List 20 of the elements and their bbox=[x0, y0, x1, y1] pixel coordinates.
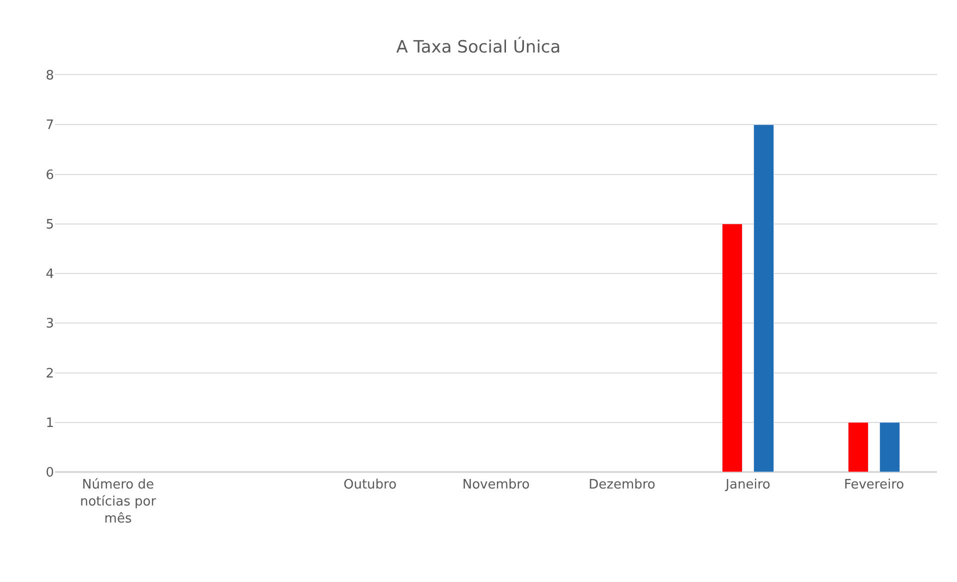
y-tick-label: 8 bbox=[46, 68, 54, 84]
y-tick-label: 0 bbox=[46, 466, 54, 481]
x-tick-label: Número de notícias por mês bbox=[80, 478, 157, 526]
y-tick-label: 3 bbox=[46, 316, 54, 332]
x-tick-label: Dezembro bbox=[588, 478, 656, 493]
x-tick-label: Janeiro bbox=[724, 478, 770, 493]
x-tick-label: Novembro bbox=[462, 478, 530, 493]
y-tick-label: 7 bbox=[46, 118, 54, 134]
y-tick-label: 5 bbox=[46, 217, 54, 232]
y-tick-label: 2 bbox=[46, 366, 54, 382]
bar bbox=[848, 422, 869, 472]
bar bbox=[722, 224, 743, 472]
bar bbox=[879, 422, 900, 472]
x-tick-label: Fevereiro bbox=[844, 478, 904, 493]
bar bbox=[753, 124, 774, 472]
y-tick-label: 6 bbox=[46, 168, 54, 183]
y-tick-label: 4 bbox=[46, 267, 54, 282]
chart-title: A Taxa Social Única bbox=[396, 36, 561, 58]
x-tick-label: Outubro bbox=[343, 478, 397, 493]
y-tick-label: 1 bbox=[46, 416, 54, 431]
